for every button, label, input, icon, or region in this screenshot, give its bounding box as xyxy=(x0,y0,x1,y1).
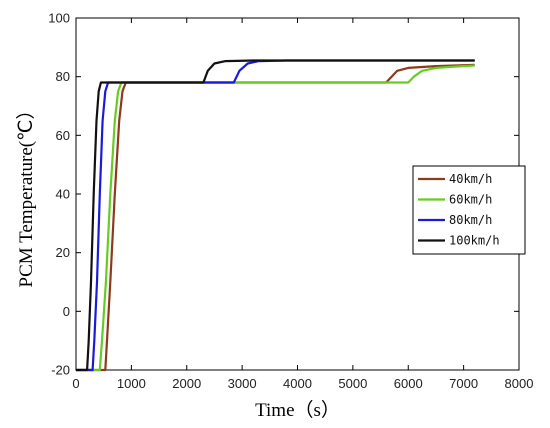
series-line-3 xyxy=(76,59,475,372)
y-tick-label: 40 xyxy=(56,187,70,202)
x-axis: 0 1000 2000 3000 4000 5000 6000 7000 8000 xyxy=(72,18,533,391)
legend-label-2: 80km/h xyxy=(449,213,492,227)
series-layer xyxy=(76,59,475,372)
x-tick-label: 2000 xyxy=(172,376,201,391)
x-tick-label: 4000 xyxy=(283,376,312,391)
x-tick-label: 6000 xyxy=(394,376,423,391)
legend-label-3: 100km/h xyxy=(449,234,500,248)
x-tick-label: 7000 xyxy=(449,376,478,391)
y-axis: -20 0 20 40 60 80 100 xyxy=(48,11,519,378)
series-line-0 xyxy=(76,63,475,372)
legend-label-1: 60km/h xyxy=(449,193,492,207)
y-tick-label: 60 xyxy=(56,128,70,143)
x-tick-label: 0 xyxy=(72,376,79,391)
legend-box xyxy=(412,165,526,255)
x-axis-title: Time（s） xyxy=(255,399,340,421)
y-tick-label: 0 xyxy=(63,304,70,319)
x-tick-label: 8000 xyxy=(505,376,534,391)
y-tick-label: 80 xyxy=(56,69,70,84)
legend-label-0: 40km/h xyxy=(449,172,492,186)
y-tick-label: 100 xyxy=(48,11,70,26)
x-tick-label: 3000 xyxy=(228,376,257,391)
y-tick-label: 20 xyxy=(56,245,70,260)
series-line-1 xyxy=(76,64,475,372)
x-tick-label: 1000 xyxy=(117,376,146,391)
y-axis-title: PCM Temperature(℃） xyxy=(15,101,37,288)
y-tick-label: -20 xyxy=(51,363,70,378)
legend: 40km/h 60km/h 80km/h 100km/h xyxy=(412,165,526,255)
x-tick-label: 5000 xyxy=(338,376,367,391)
